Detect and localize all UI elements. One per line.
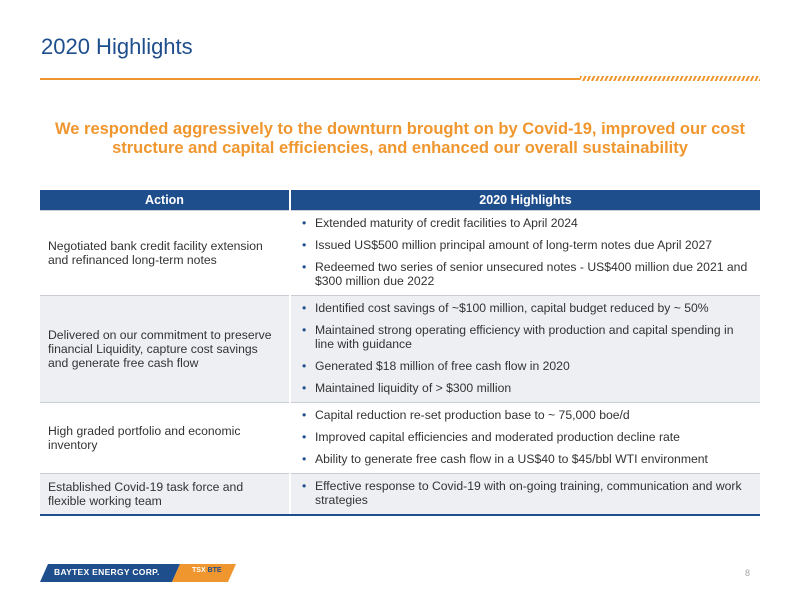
highlights-cell: Capital reduction re-set production base… xyxy=(290,402,760,474)
highlight-item: Maintained strong operating efficiency w… xyxy=(299,323,752,351)
highlight-item: Improved capital efficiencies and modera… xyxy=(299,430,752,444)
action-cell: High graded portfolio and economic inven… xyxy=(40,402,291,474)
ticker-separator: | xyxy=(205,567,208,574)
summary-statement: We responded aggressively to the downtur… xyxy=(54,120,746,157)
table-row: Delivered on our commitment to preserve … xyxy=(40,295,760,403)
ticker-exchange: TSX xyxy=(192,567,206,574)
action-cell: Negotiated bank credit facility extensio… xyxy=(40,210,291,296)
action-cell: Established Covid-19 task force and flex… xyxy=(40,473,291,516)
title-hatch-accent xyxy=(580,76,760,81)
highlight-item: Redeemed two series of senior unsecured … xyxy=(299,260,752,288)
column-header-highlights: 2020 Highlights xyxy=(290,190,760,211)
table-row: High graded portfolio and economic inven… xyxy=(40,402,760,474)
stock-ticker: TSX|BTE xyxy=(192,567,222,574)
highlights-list: Effective response to Covid-19 with on-g… xyxy=(299,479,752,507)
column-header-action: Action xyxy=(40,190,291,211)
page-number: 8 xyxy=(745,568,751,578)
highlights-cell: Extended maturity of credit facilities t… xyxy=(290,210,760,296)
ticker-symbol: BTE xyxy=(207,567,222,574)
table-row: Negotiated bank credit facility extensio… xyxy=(40,210,760,296)
table-header-row: Action 2020 Highlights xyxy=(40,190,760,211)
highlights-list: Identified cost savings of ~$100 million… xyxy=(299,301,752,395)
footer-logo-band xyxy=(40,564,236,582)
table-row: Established Covid-19 task force and flex… xyxy=(40,473,760,516)
highlights-list: Extended maturity of credit facilities t… xyxy=(299,216,752,288)
highlight-item: Issued US$500 million principal amount o… xyxy=(299,238,752,252)
highlight-item: Effective response to Covid-19 with on-g… xyxy=(299,479,752,507)
action-cell: Delivered on our commitment to preserve … xyxy=(40,295,291,403)
title-divider xyxy=(40,78,580,80)
highlight-item: Capital reduction re-set production base… xyxy=(299,408,752,422)
company-logo: BAYTEX ENERGY CORP. xyxy=(54,567,160,577)
highlights-cell: Effective response to Covid-19 with on-g… xyxy=(290,473,760,516)
highlight-item: Generated $18 million of free cash flow … xyxy=(299,359,752,373)
highlights-list: Capital reduction re-set production base… xyxy=(299,408,752,466)
highlights-table: Action 2020 Highlights Negotiated bank c… xyxy=(40,190,760,516)
highlight-item: Ability to generate free cash flow in a … xyxy=(299,452,752,466)
highlight-item: Identified cost savings of ~$100 million… xyxy=(299,301,752,315)
highlight-item: Maintained liquidity of > $300 million xyxy=(299,381,752,395)
page-title: 2020 Highlights xyxy=(41,34,193,59)
highlights-cell: Identified cost savings of ~$100 million… xyxy=(290,295,760,403)
highlight-item: Extended maturity of credit facilities t… xyxy=(299,216,752,230)
